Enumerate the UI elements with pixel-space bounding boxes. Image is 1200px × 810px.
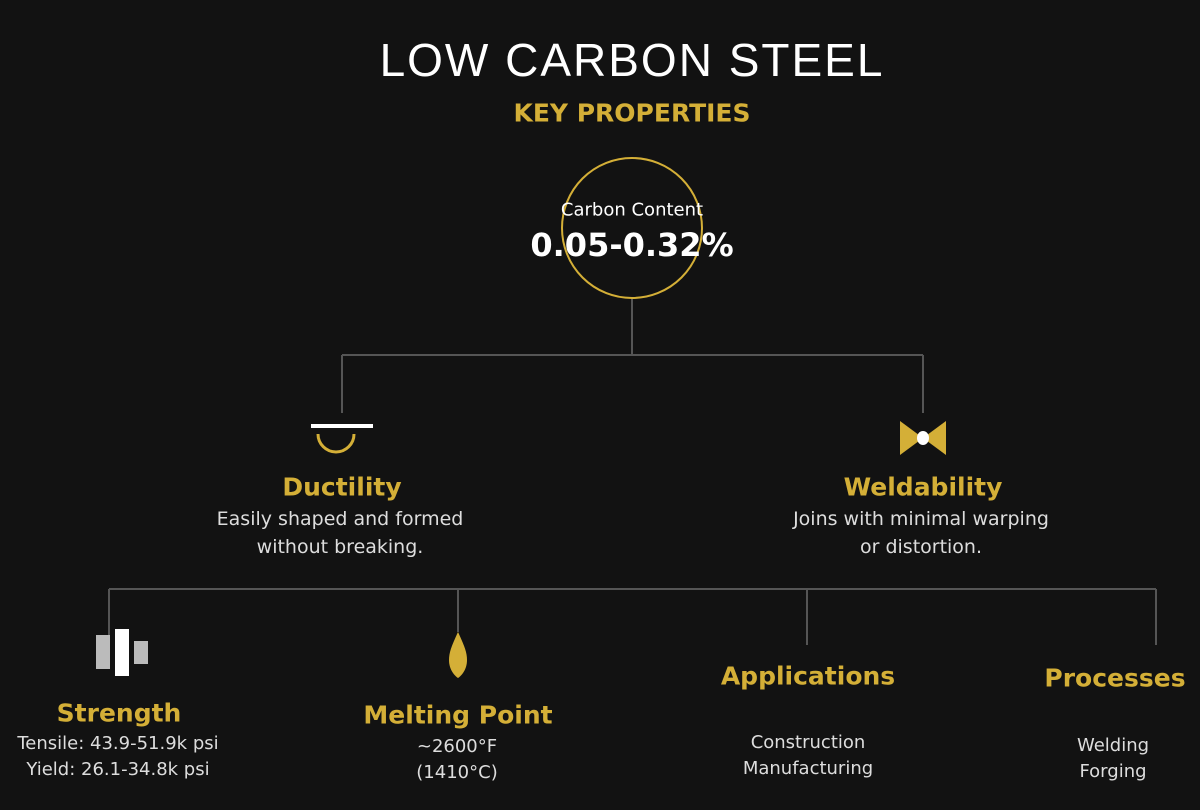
bowtie-weld-icon <box>900 421 946 455</box>
melting-point-values: ~2600°F (1410°C) <box>416 736 498 783</box>
bend-icon <box>311 424 373 454</box>
ductility-description: Easily shaped and formed without breaking… <box>216 508 464 558</box>
carbon-content-label: Carbon Content <box>560 199 704 221</box>
applications-list: Construction Manufacturing <box>742 732 874 779</box>
carbon-content-circle <box>561 157 703 299</box>
subtitle: KEY PROPERTIES <box>513 98 751 128</box>
strength-values: Tensile: 43.9-51.9k psi Yield: 26.1-34.8k… <box>17 733 219 780</box>
weldability-description: Joins with minimal warping or distortion. <box>793 508 1049 558</box>
melting-point-title: Melting Point <box>363 700 553 730</box>
carbon-content-value: 0.05-0.32% <box>530 226 734 264</box>
bars-icon <box>96 629 148 676</box>
applications-title: Applications <box>720 661 896 691</box>
page-title: LOW CARBON STEEL <box>379 34 885 86</box>
flame-icon <box>449 632 467 678</box>
ductility-title: Ductility <box>282 472 402 502</box>
processes-title: Processes <box>1044 663 1186 693</box>
processes-list: Welding Forging <box>1076 735 1150 782</box>
strength-title: Strength <box>56 698 182 728</box>
weldability-title: Weldability <box>843 472 1003 502</box>
